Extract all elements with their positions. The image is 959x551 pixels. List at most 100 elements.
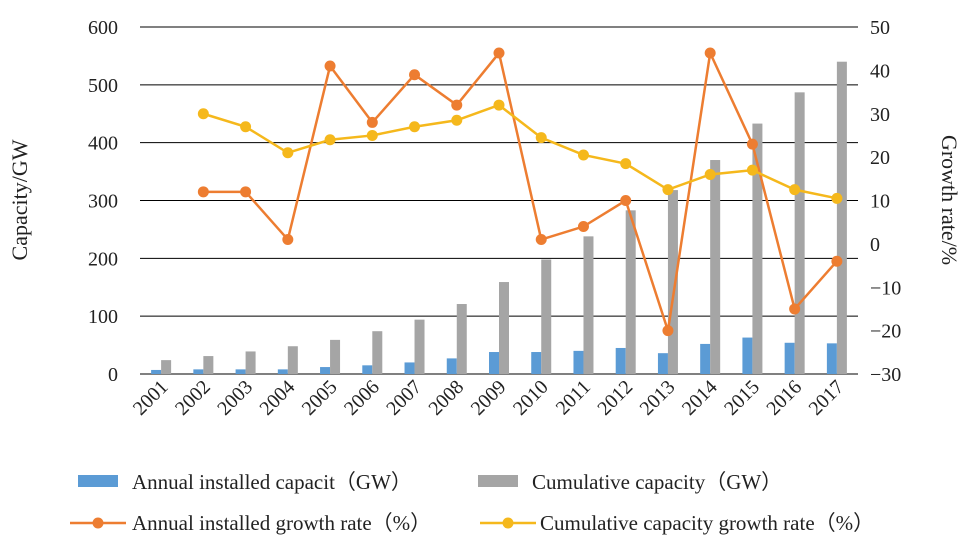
right-tick-label: 20 — [870, 147, 890, 169]
cumulative-capacity-bar — [330, 339, 341, 374]
cumulative-capacity-bar — [414, 319, 425, 374]
annual-growth-line — [203, 48, 838, 332]
legend-label-annual-growth: Annual installed growth rate（%） — [132, 511, 431, 535]
cumulative-growth-point — [451, 114, 463, 126]
cumulative-growth-point — [282, 147, 294, 159]
left-axis-ticks: 0 100 200 300 400 500 600 — [88, 17, 118, 386]
cumulative-capacity-bar — [794, 92, 805, 374]
cumulative-growth-point — [789, 184, 801, 196]
annual-growth-point — [662, 325, 674, 337]
annual-growth-point — [451, 99, 463, 111]
annual-growth-point — [704, 47, 716, 59]
right-tick-label: −30 — [870, 364, 901, 386]
right-tick-label: 50 — [870, 17, 890, 39]
gridlines — [140, 26, 858, 375]
legend: Annual installed capacit（GW） Cumulative … — [70, 470, 874, 535]
annual-growth-point — [577, 221, 589, 233]
annual-capacity-bar — [277, 369, 288, 374]
cumulative-growth-point — [197, 108, 209, 120]
right-tick-label: 0 — [870, 234, 880, 256]
annual-capacity-bar — [784, 342, 795, 374]
left-tick-label: 600 — [88, 17, 118, 39]
legend-swatch-cumulative-capacity — [478, 475, 518, 487]
annual-growth-point — [535, 234, 547, 246]
cumulative-growth-point — [831, 192, 843, 204]
cumulative-capacity-bar — [710, 160, 721, 374]
left-tick-label: 100 — [88, 306, 118, 328]
right-axis-title: Growth rate/% — [937, 135, 959, 265]
x-tick-label: 2004 — [256, 376, 300, 420]
cumulative-capacity-bar — [541, 259, 552, 374]
x-tick-label: 2001 — [129, 376, 173, 420]
cumulative-capacity-bar — [625, 210, 636, 374]
annual-capacity-bar — [615, 347, 626, 374]
annual-capacity-bar — [320, 367, 331, 374]
right-tick-label: 40 — [870, 60, 890, 82]
cumulative-capacity-bar — [287, 346, 298, 374]
annual-capacity-bar — [151, 369, 162, 374]
legend-marker-cumulative-growth — [502, 517, 514, 529]
annual-growth-point — [366, 116, 378, 128]
annual-growth-point — [282, 234, 294, 246]
cumulative-capacity-bar — [836, 61, 847, 374]
annual-capacity-bar — [573, 350, 584, 374]
left-tick-label: 400 — [88, 133, 118, 155]
annual-capacity-bar — [446, 358, 457, 374]
cumulative-capacity-bar — [667, 190, 678, 374]
annual-growth-point — [197, 186, 209, 198]
x-tick-label: 2015 — [720, 376, 764, 420]
cumulative-growth-point — [240, 121, 252, 133]
cumulative-capacity-bar — [203, 356, 214, 374]
left-tick-label: 300 — [88, 191, 118, 213]
annual-capacity-bar — [531, 352, 542, 374]
x-tick-label: 2005 — [298, 376, 342, 420]
cumulative-growth-point — [662, 184, 674, 196]
annual-growth-point — [493, 47, 505, 59]
right-axis-ticks: −30 −20 −10 0 10 20 30 40 50 — [870, 17, 901, 386]
annual-capacity-bar — [404, 362, 415, 374]
cumulative-growth-point — [704, 168, 716, 180]
legend-label-annual-capacity: Annual installed capacit（GW） — [132, 470, 412, 494]
left-tick-label: 500 — [88, 75, 118, 97]
annual-growth-point — [789, 303, 801, 315]
cumulative-growth-point — [746, 164, 758, 176]
cumulative-growth-point — [409, 121, 421, 133]
annual-growth-point — [620, 195, 632, 206]
x-tick-label: 2009 — [467, 376, 511, 420]
x-tick-label: 2017 — [805, 376, 849, 420]
left-tick-label: 200 — [88, 248, 118, 270]
left-tick-label: 0 — [108, 364, 118, 386]
cumulative-capacity-bar — [752, 123, 763, 374]
cumulative-capacity-bar — [583, 236, 594, 374]
legend-marker-annual-growth — [92, 517, 104, 529]
x-tick-label: 2006 — [340, 376, 384, 420]
x-tick-label: 2013 — [636, 376, 680, 420]
annual-capacity-bar — [235, 369, 246, 374]
annual-growth-point — [831, 255, 843, 267]
cumulative-growth-point — [493, 99, 505, 111]
cumulative-capacity-bar — [456, 304, 467, 374]
annual-capacity-bar — [742, 337, 753, 374]
annual-capacity-bar — [826, 343, 837, 374]
annual-growth-point — [409, 69, 421, 81]
annual-growth-point — [240, 186, 252, 198]
x-tick-label: 2014 — [678, 376, 722, 420]
right-tick-label: −10 — [870, 277, 901, 299]
x-tick-label: 2012 — [593, 376, 637, 420]
x-tick-label: 2011 — [552, 376, 595, 419]
right-tick-label: 30 — [870, 104, 890, 126]
annual-growth-point — [746, 138, 758, 150]
x-tick-label: 2016 — [762, 376, 806, 420]
x-tick-label: 2002 — [171, 376, 215, 420]
cumulative-capacity-bar — [372, 331, 383, 374]
right-tick-label: −20 — [870, 321, 901, 343]
x-tick-label: 2008 — [424, 376, 468, 420]
cumulative-growth-point — [620, 158, 632, 170]
cumulative-growth-line — [202, 103, 838, 200]
cumulative-capacity-bar — [245, 351, 256, 374]
x-tick-label: 2007 — [382, 376, 426, 420]
annual-growth-point — [324, 60, 336, 72]
annual-capacity-bar — [657, 353, 668, 374]
cumulative-growth-point — [535, 132, 547, 144]
